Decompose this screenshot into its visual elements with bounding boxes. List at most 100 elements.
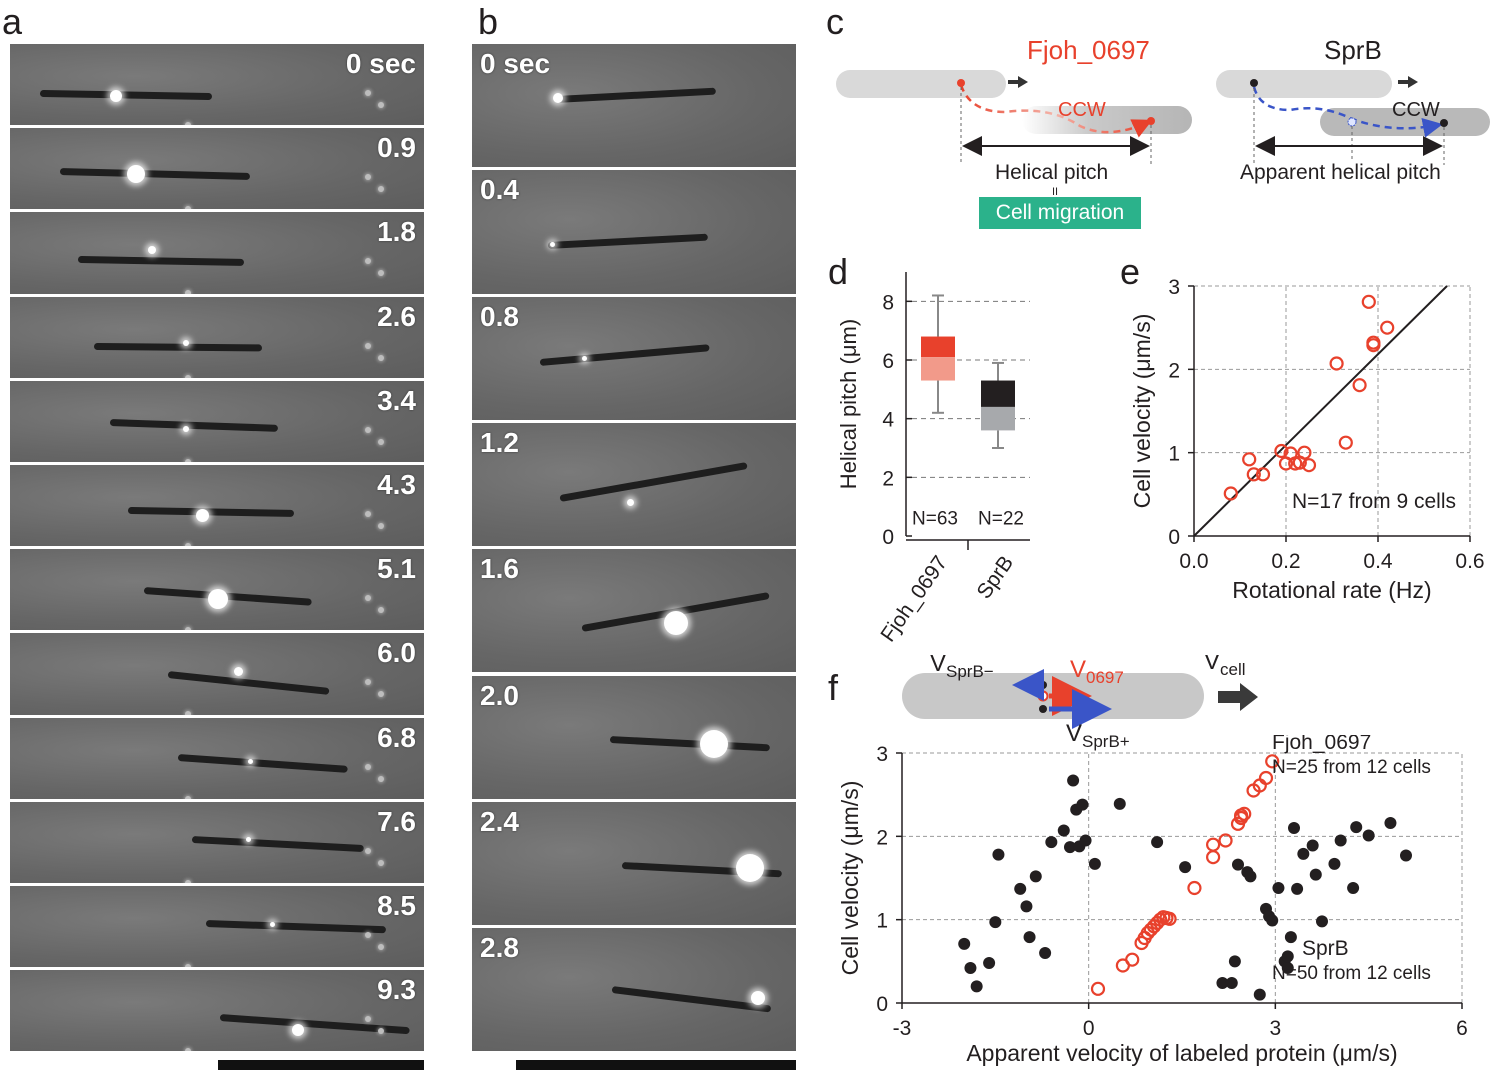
chart-d-helical-pitch: 0 2 4 6 8 Helical pitch (μm) N=63 N=22 Fjoh_0697… — [836, 272, 1030, 646]
fluorescent-bead — [581, 356, 587, 362]
sprb-point — [1272, 882, 1285, 894]
background-speck — [365, 763, 371, 770]
panel-label-e: e — [1120, 251, 1141, 292]
background-speck — [365, 595, 371, 602]
sprb-point — [1281, 950, 1294, 963]
panel-b-frame: 0.8 — [472, 296, 796, 420]
panel-b-frame: 2.8 — [472, 928, 796, 1052]
helical-pitch-label: Helical pitch — [995, 161, 1108, 184]
sprb-point — [1291, 882, 1304, 895]
background-speck — [185, 795, 191, 799]
series-label-sprb: SprB — [1302, 937, 1349, 960]
x-axis-label: Apparent velocity of labeled protein (μm… — [966, 1040, 1397, 1066]
panel-a-frame: 6.0 — [10, 633, 424, 715]
sprb-point — [1288, 822, 1300, 834]
time-label: 6.8 — [377, 721, 416, 753]
fjoh-point — [1218, 833, 1233, 848]
time-label: 1.6 — [480, 553, 519, 585]
panel-b-frame: 2.0 — [472, 675, 796, 799]
sprb-point — [1039, 947, 1052, 959]
time-label: 5.1 — [377, 553, 416, 585]
fluorescent-bead — [110, 90, 122, 102]
y-axis-label: Cell velocity (μm/s) — [837, 781, 863, 976]
fluorescent-bead — [183, 425, 189, 432]
fluorescent-bead — [233, 666, 243, 676]
box-upper — [921, 336, 955, 358]
sprb-point — [1014, 882, 1027, 895]
bacterium-cell — [93, 342, 263, 352]
y-tick-label: 8 — [882, 291, 894, 314]
data-point — [1366, 338, 1381, 353]
sprb-point — [1266, 914, 1279, 927]
sprb-point — [1253, 988, 1266, 1001]
panel-a-frame: 1.8 — [10, 212, 424, 294]
background-speck — [185, 206, 191, 210]
sprb-point — [992, 848, 1005, 861]
background-speck — [378, 691, 384, 698]
background-speck — [365, 258, 371, 265]
panel-a-frame: 6.8 — [10, 717, 424, 799]
background-speck — [378, 523, 384, 529]
scale-bar-a — [218, 1060, 424, 1070]
sprb-point — [1088, 857, 1101, 870]
y-tick-label: 3 — [876, 743, 888, 766]
sprb-point — [989, 916, 1002, 929]
sprb-point — [1023, 931, 1036, 944]
sprb-point — [1232, 858, 1244, 871]
sprb-point — [983, 957, 996, 969]
background-speck — [365, 426, 371, 433]
data-point — [1246, 467, 1261, 482]
series-annotation-sprb: N=50 from 12 cells — [1272, 963, 1431, 984]
time-label: 7.6 — [377, 805, 416, 837]
background-speck — [378, 102, 384, 108]
panel-a-frame: 9.3 — [10, 970, 424, 1052]
panel-label-b: b — [478, 1, 499, 42]
y-tick-label: 0 — [1168, 526, 1180, 549]
ccw-label-left: CCW — [1058, 99, 1106, 121]
sprb-point — [958, 937, 971, 950]
time-label: 6.0 — [377, 637, 416, 669]
fjoh-point — [1206, 850, 1221, 865]
sprb-cell-start — [1216, 70, 1392, 98]
y-tick-label: 2 — [882, 467, 894, 490]
background-speck — [365, 90, 371, 96]
sprb-point — [1020, 900, 1033, 913]
panel-label-c: c — [826, 1, 844, 42]
fjoh-point — [1234, 808, 1249, 823]
panel-a-frame: 2.6 — [10, 296, 424, 378]
y-tick-label: 0 — [876, 993, 888, 1016]
cell-shape-start — [836, 70, 1006, 98]
background-speck — [185, 627, 191, 631]
background-speck — [185, 1048, 191, 1052]
v-0697: V0697 — [1070, 656, 1124, 687]
data-point — [1380, 320, 1395, 335]
x-category-label: Fjoh_0697 — [876, 552, 952, 646]
data-point — [1255, 467, 1271, 482]
fluorescent-bead — [245, 837, 251, 843]
apparent-pitch-label: Apparent helical pitch — [1240, 161, 1441, 184]
fluorescent-bead — [247, 759, 253, 765]
panel-a-frame: 5.1 — [10, 549, 424, 631]
sprb-point — [1067, 774, 1080, 787]
panel-a-frame: 8.5 — [10, 886, 424, 968]
sprb-point — [1309, 868, 1322, 881]
sprb-point — [1151, 836, 1164, 849]
sprb-point — [1284, 931, 1297, 944]
fjoh-point — [1265, 754, 1280, 769]
sprb-point — [1216, 977, 1229, 989]
time-label: 2.8 — [480, 932, 519, 964]
sprb-point — [1328, 857, 1341, 870]
x-category-label: SprB — [972, 552, 1018, 603]
sprb-point — [964, 962, 977, 974]
time-label: 0 sec — [480, 48, 551, 79]
y-tick-label: 2 — [1168, 359, 1180, 382]
cell-shape-end — [1022, 106, 1192, 134]
panel-label-a: a — [2, 1, 23, 42]
equals-sign: II — [1052, 186, 1058, 198]
fluorescent-bead — [208, 589, 228, 610]
sprb-point — [1076, 798, 1089, 811]
panel-f-velocity-diagram: VSprB− V0697 Vcell VSprB+ — [902, 655, 1258, 751]
data-point — [1338, 435, 1353, 450]
background-speck — [185, 122, 191, 126]
